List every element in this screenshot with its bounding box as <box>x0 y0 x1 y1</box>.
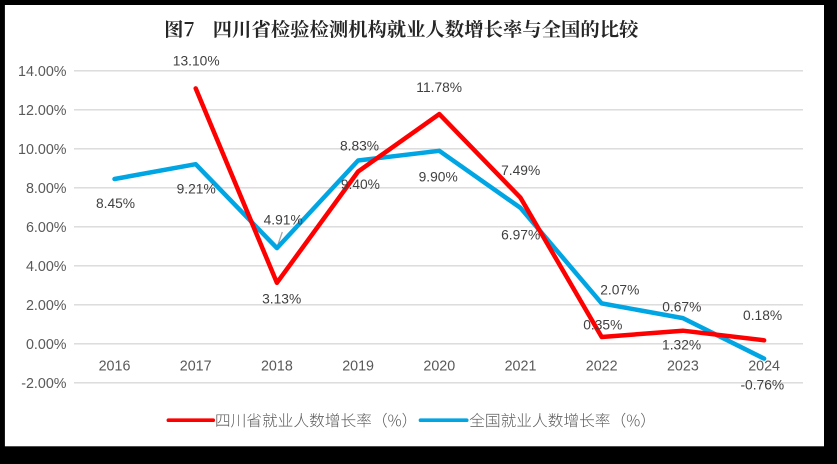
svg-text:10.00%: 10.00% <box>18 142 67 158</box>
svg-text:2017: 2017 <box>180 359 212 375</box>
svg-text:4.00%: 4.00% <box>26 259 67 275</box>
svg-text:0.67%: 0.67% <box>662 299 701 314</box>
svg-text:6.00%: 6.00% <box>26 220 67 236</box>
svg-text:2019: 2019 <box>342 359 374 375</box>
svg-text:4.91%: 4.91% <box>264 213 303 228</box>
svg-text:7.49%: 7.49% <box>501 163 540 178</box>
svg-text:2024: 2024 <box>748 359 780 375</box>
svg-text:9.21%: 9.21% <box>177 182 216 197</box>
svg-text:2.07%: 2.07% <box>600 283 639 298</box>
svg-text:8.00%: 8.00% <box>26 181 67 197</box>
svg-text:13.10%: 13.10% <box>173 54 220 69</box>
svg-text:6.97%: 6.97% <box>501 227 540 242</box>
svg-text:-2.00%: -2.00% <box>21 376 67 392</box>
svg-text:1.32%: 1.32% <box>662 337 701 352</box>
svg-text:0.35%: 0.35% <box>583 317 622 332</box>
svg-text:2023: 2023 <box>667 359 699 375</box>
svg-text:0.18%: 0.18% <box>743 308 782 323</box>
svg-text:14.00%: 14.00% <box>18 64 67 80</box>
svg-text:0.00%: 0.00% <box>26 337 67 353</box>
svg-text:2018: 2018 <box>261 359 293 375</box>
svg-text:2021: 2021 <box>505 359 537 375</box>
svg-text:2016: 2016 <box>99 359 131 375</box>
svg-text:2022: 2022 <box>586 359 618 375</box>
svg-text:9.90%: 9.90% <box>419 169 458 184</box>
svg-text:3.13%: 3.13% <box>262 291 301 306</box>
svg-text:8.45%: 8.45% <box>96 196 135 211</box>
svg-text:2.00%: 2.00% <box>26 298 67 314</box>
svg-text:8.83%: 8.83% <box>340 139 379 154</box>
svg-text:12.00%: 12.00% <box>18 103 67 119</box>
svg-text:2020: 2020 <box>423 359 455 375</box>
svg-text:9.40%: 9.40% <box>341 177 380 192</box>
svg-text:11.78%: 11.78% <box>416 80 462 95</box>
svg-text:-0.76%: -0.76% <box>740 378 784 393</box>
